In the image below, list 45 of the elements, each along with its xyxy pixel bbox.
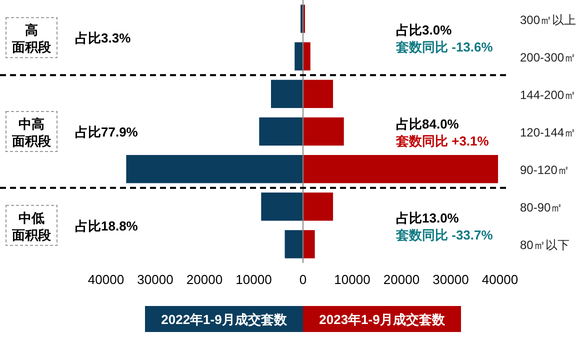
y-tick-label: 80㎡以下 [520, 238, 570, 252]
annotation: 占比3.3% [75, 30, 132, 46]
x-tick-label: 40000 [88, 272, 124, 287]
text: 面积段 [11, 227, 52, 242]
bar [259, 117, 303, 146]
bar [303, 230, 315, 258]
y-tick-label: 144-200㎡ [520, 88, 576, 102]
text: 面积段 [11, 40, 52, 55]
x-tick-label: 0 [299, 272, 307, 287]
y-tick-label: 200-300㎡ [520, 50, 576, 64]
bar [303, 117, 344, 146]
x-tick-label: 10000 [236, 272, 272, 287]
x-tick-label: 30000 [137, 272, 174, 287]
annotation: 套数同比 +3.1% [395, 134, 490, 148]
y-tick-label: 90-120㎡ [520, 163, 570, 178]
x-tick-label: 20000 [383, 272, 420, 287]
bar [294, 42, 303, 70]
annotation: 套数同比 -13.6% [395, 40, 494, 55]
text: 中高 [18, 116, 44, 132]
bar [270, 80, 303, 108]
bar [261, 192, 303, 221]
bar [126, 154, 303, 184]
bar [303, 154, 498, 184]
annotation: 占比18.8% [75, 218, 138, 234]
bar [284, 230, 303, 258]
y-tick-label: 120-144㎡ [520, 126, 576, 140]
y-tick-label: 80-90㎡ [520, 200, 563, 215]
text: 面积段 [11, 134, 52, 148]
annotation: 占比77.9% [75, 124, 138, 140]
bar [303, 80, 334, 108]
x-tick-label: 10000 [334, 272, 370, 287]
x-tick-label: 20000 [186, 272, 223, 287]
bar [303, 42, 310, 70]
bar [303, 192, 334, 221]
x-tick-label: 40000 [482, 272, 518, 287]
annotation: 占比84.0% [396, 116, 460, 132]
text: 2023年1-9月成交套数 [319, 312, 446, 327]
annotation: 占比13.0% [396, 210, 460, 226]
x-tick-label: 30000 [432, 272, 469, 287]
text: 中低 [18, 210, 44, 226]
annotation: 套数同比 -33.7% [395, 227, 494, 242]
text: 2022年1-9月成交套数 [161, 312, 288, 327]
annotation: 占比3.0% [396, 22, 452, 38]
y-tick-label: 300㎡以上 [520, 12, 576, 27]
text: 高 [25, 22, 38, 38]
